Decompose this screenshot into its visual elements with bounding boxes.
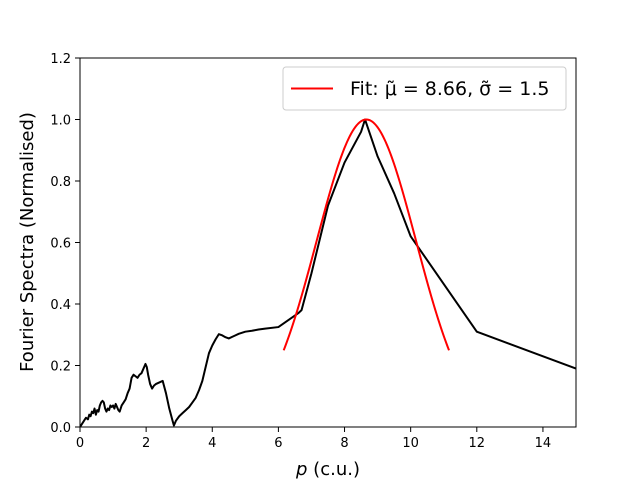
y-tick-label: 1.0 bbox=[50, 114, 71, 129]
y-tick-label: 0.2 bbox=[50, 360, 71, 375]
x-tick-label: 4 bbox=[208, 436, 216, 451]
x-axis-label-unit: (c.u.) bbox=[307, 459, 360, 480]
x-tick-label: 8 bbox=[340, 436, 348, 451]
series-fit-line bbox=[282, 118, 450, 351]
y-tick-label: 1.2 bbox=[50, 52, 71, 67]
x-axis-label: p (c.u.) bbox=[295, 459, 360, 480]
x-axis-label-var: p bbox=[295, 459, 307, 480]
x-tick-label: 10 bbox=[402, 436, 419, 451]
plot-layer bbox=[80, 118, 576, 427]
x-tick-label: 12 bbox=[469, 436, 486, 451]
y-tick-label: 0.4 bbox=[50, 298, 71, 313]
x-tick-label: 6 bbox=[274, 436, 282, 451]
ticks-layer: 0 2 4 6 8 10 12 14 0.0 0.2 0.4 0.6 0.8 1.0 1.2 bbox=[50, 52, 551, 451]
series-spectrum-line bbox=[80, 118, 576, 427]
x-tick-label: 0 bbox=[76, 436, 84, 451]
x-tick-label: 14 bbox=[535, 436, 552, 451]
y-tick-label: 0.8 bbox=[50, 175, 71, 190]
legend-label-fit: Fit: μ̃ = 8.66, σ̃ = 1.5 bbox=[350, 78, 549, 100]
y-tick-label: 0.0 bbox=[50, 421, 71, 436]
y-tick-label: 0.6 bbox=[50, 237, 71, 252]
y-axis-label: Fourier Spectra (Normalised) bbox=[17, 112, 38, 372]
legend-box bbox=[282, 66, 567, 111]
x-tick-label: 2 bbox=[142, 436, 150, 451]
legend: Fit: μ̃ = 8.66, σ̃ = 1.5 bbox=[282, 66, 567, 111]
